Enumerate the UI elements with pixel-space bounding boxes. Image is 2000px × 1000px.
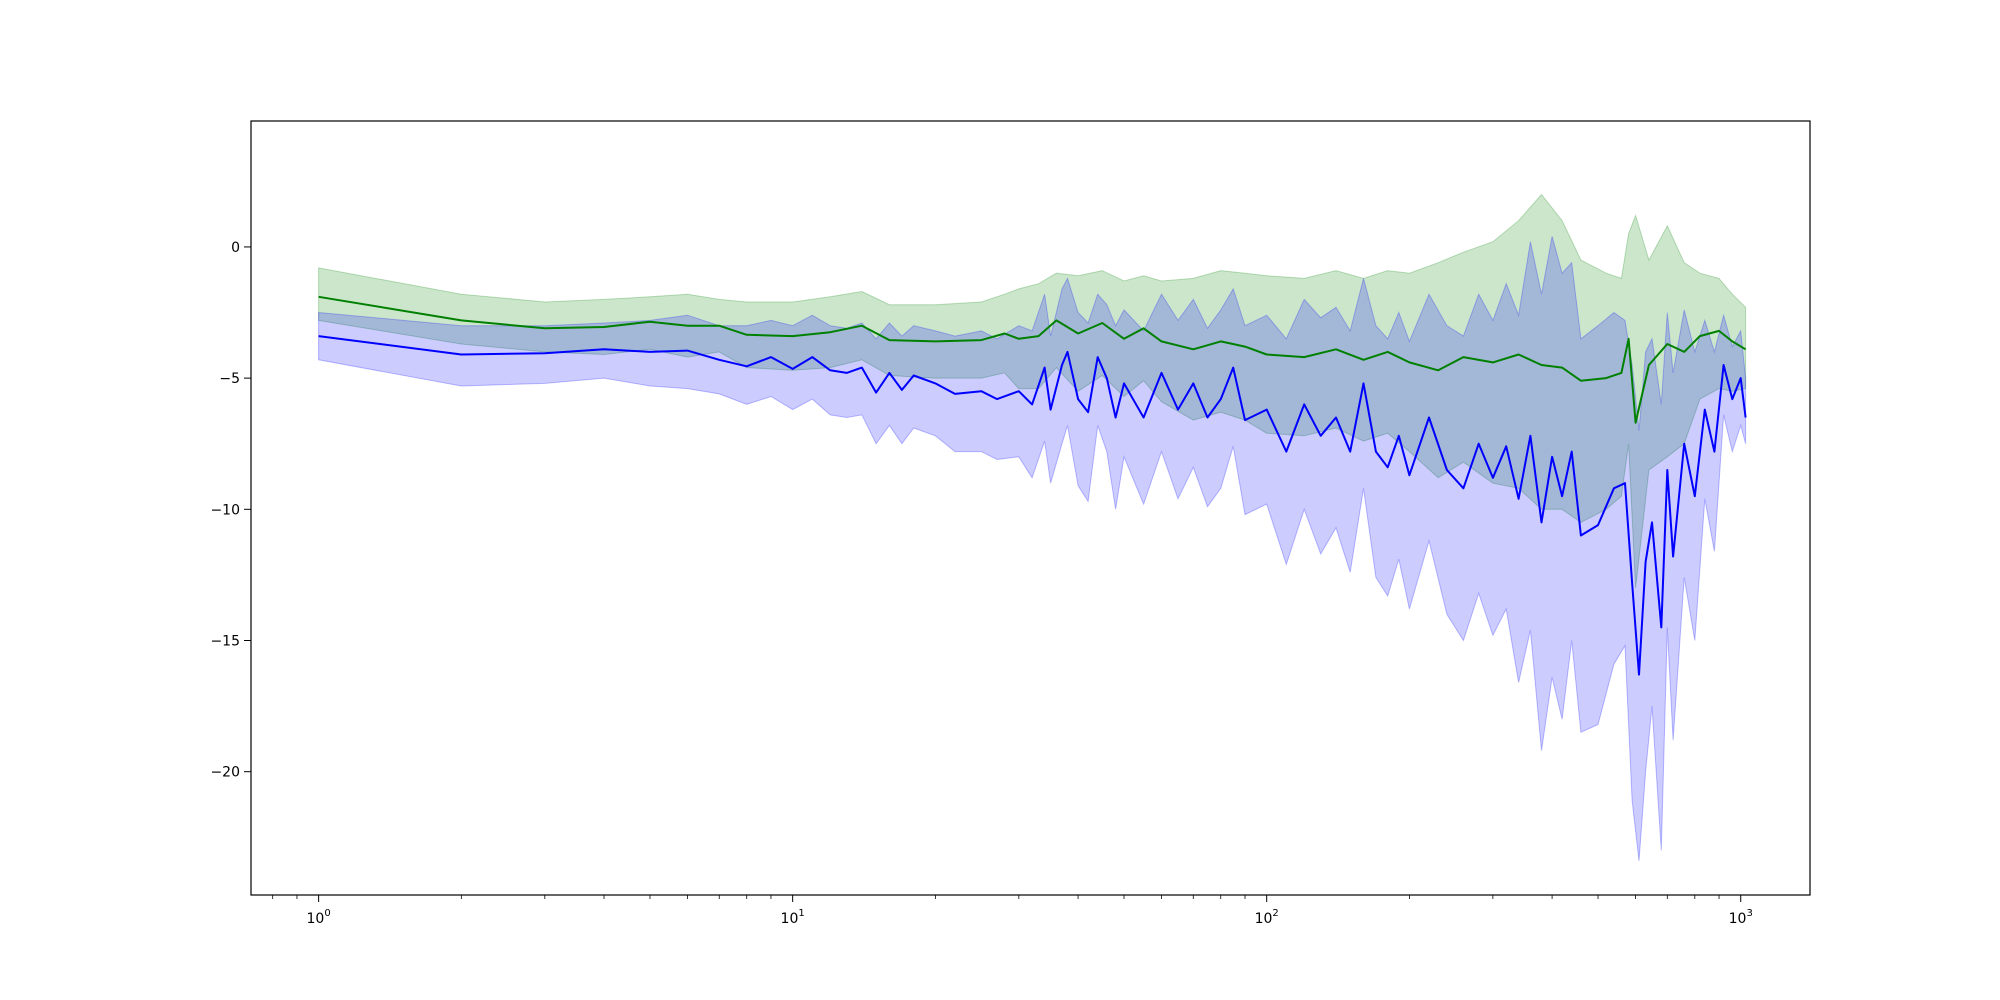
- y-tick-label: −10: [210, 502, 240, 518]
- series-1-line: [318, 335, 1747, 676]
- x-tick-label: 102: [1255, 908, 1279, 927]
- y-tick-label: −15: [210, 633, 240, 649]
- y-axis: 0 −5 −10 −15 −20: [210, 240, 251, 781]
- x-tick-label: 103: [1729, 908, 1753, 927]
- y-tick-label: −20: [210, 765, 240, 781]
- plot-frame: [250, 120, 1811, 896]
- series-0-line: [318, 295, 1747, 424]
- x-tick-label: 100: [307, 908, 331, 927]
- x-tick-label: 101: [781, 908, 805, 927]
- series-lines: [318, 295, 1747, 676]
- confidence-bands: [318, 193, 1747, 861]
- y-tick-label: −5: [219, 371, 240, 387]
- x-axis: 100 101 102 103: [272, 895, 1753, 927]
- series-0-band: [318, 193, 1747, 589]
- y-tick-label: 0: [231, 240, 240, 256]
- series-1-band: [318, 236, 1747, 861]
